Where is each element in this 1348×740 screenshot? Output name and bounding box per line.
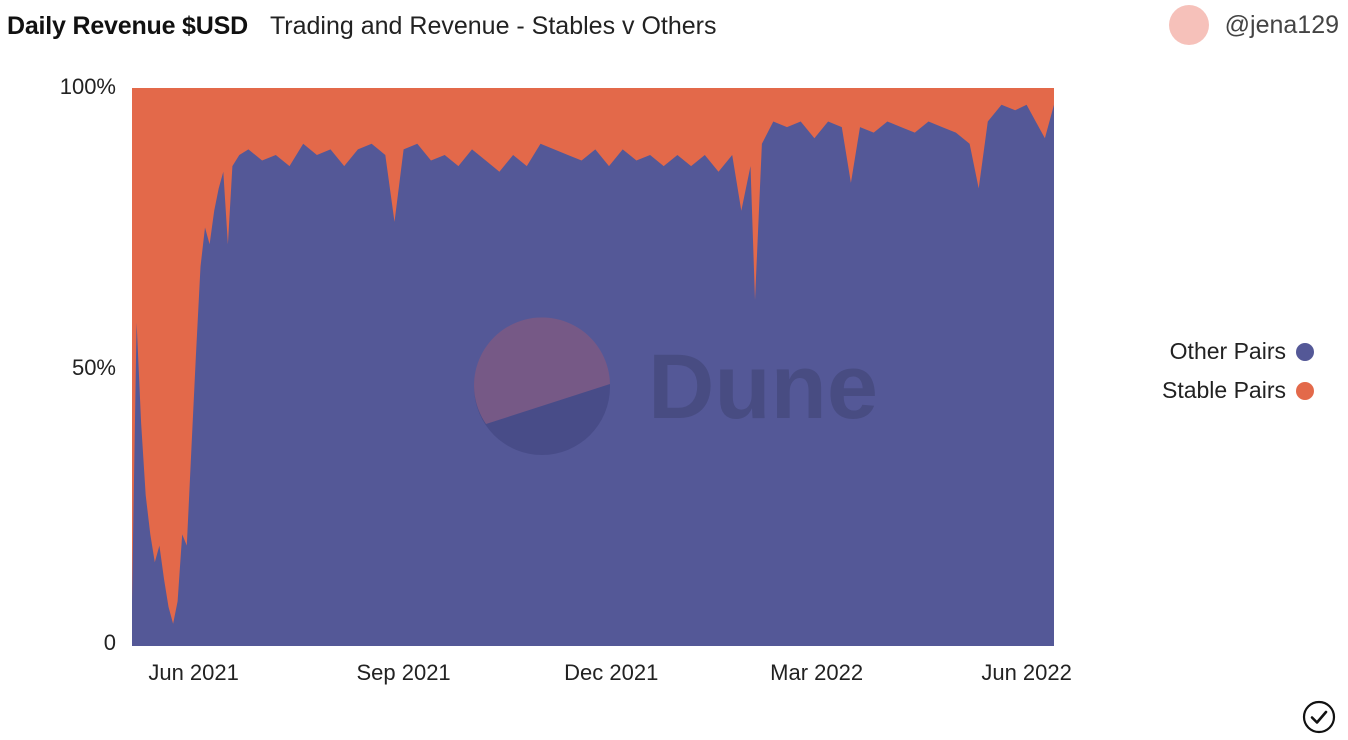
x-tick-label: Dec 2021 [564, 660, 658, 685]
plot-area [132, 88, 1054, 646]
author-badge[interactable]: @jena129 [1168, 5, 1339, 45]
legend-label: Other Pairs [1169, 338, 1286, 364]
y-tick-label: 100% [60, 74, 116, 99]
header: Daily Revenue $USD Trading and Revenue -… [7, 8, 717, 44]
watermark-text: Dune [648, 336, 878, 438]
legend-item-stable-pairs[interactable]: Stable Pairs [1162, 371, 1314, 410]
legend-dot-icon [1296, 342, 1314, 361]
avatar[interactable] [1168, 5, 1209, 45]
author-name[interactable]: @jena129 [1224, 10, 1339, 39]
legend-label: Stable Pairs [1161, 377, 1286, 403]
y-tick-label: 0 [104, 630, 116, 655]
legend-dot-icon [1296, 381, 1314, 400]
legend-item-other-pairs[interactable]: Other Pairs [1162, 332, 1314, 371]
other-pairs-area [132, 104, 1054, 646]
y-tick-label: 50% [72, 355, 116, 380]
dune-logo-icon [474, 319, 610, 455]
x-tick-label: Sep 2021 [356, 660, 450, 685]
chart-title: Daily Revenue $USD [7, 11, 248, 40]
x-tick-label: Jun 2021 [148, 660, 239, 685]
check-circle-icon[interactable] [1302, 700, 1336, 734]
legend: Other Pairs Stable Pairs [1162, 332, 1314, 410]
dashboard-subtitle[interactable]: Trading and Revenue - Stables v Others [269, 11, 717, 40]
x-tick-label: Jun 2022 [981, 660, 1072, 685]
dune-logo-top-icon [474, 317, 610, 424]
dune-watermark: Dune [474, 317, 878, 455]
x-tick-label: Mar 2022 [770, 660, 863, 685]
axes: 0 50% 100% Jun 2021 Sep 2021 Dec 2021 Mar 2022… [60, 74, 1072, 685]
